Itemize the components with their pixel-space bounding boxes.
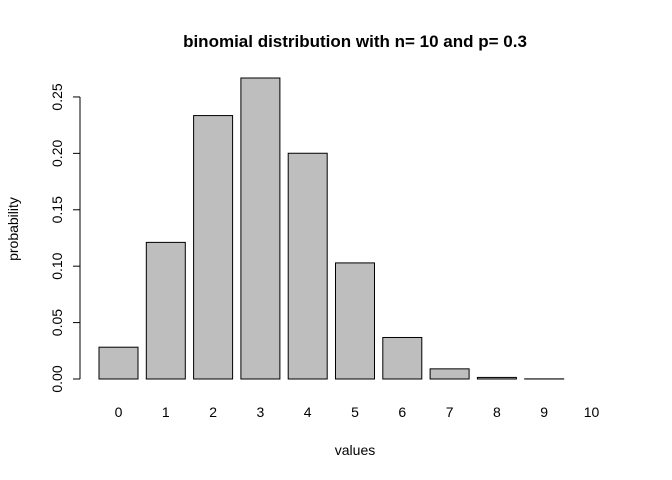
bar-6 <box>382 336 423 380</box>
bars-group <box>98 77 565 380</box>
x-tick-label-2: 2 <box>209 404 217 420</box>
bar-1 <box>145 241 186 380</box>
bar-8 <box>476 376 517 380</box>
y-tick-label-0.15: 0.15 <box>49 196 65 223</box>
x-tick-label-1: 1 <box>162 404 170 420</box>
x-tick-label-6: 6 <box>398 404 406 420</box>
y-tick-label-0.00: 0.00 <box>49 365 65 392</box>
y-tick-label-0.20: 0.20 <box>49 140 65 167</box>
bar-3 <box>240 77 281 380</box>
y-axis: 0.00 0.05 0.10 0.15 0.20 0.25 <box>49 83 81 393</box>
bar-5 <box>335 262 375 380</box>
y-tick-label-0.25: 0.25 <box>49 83 65 110</box>
x-axis-label: values <box>335 442 375 458</box>
x-tick-label-10: 10 <box>584 404 600 420</box>
x-tick-labels: 0 1 2 3 4 5 6 7 8 9 10 <box>115 404 600 420</box>
bar-2 <box>193 115 234 380</box>
x-tick-label-5: 5 <box>351 404 359 420</box>
x-tick-label-0: 0 <box>115 404 123 420</box>
x-tick-label-9: 9 <box>540 404 548 420</box>
bar-7 <box>429 368 470 380</box>
y-tick-label-0.05: 0.05 <box>49 309 65 336</box>
x-tick-label-7: 7 <box>446 404 454 420</box>
x-tick-label-4: 4 <box>304 404 312 420</box>
x-tick-label-8: 8 <box>493 404 501 420</box>
y-tick-label-0.10: 0.10 <box>49 252 65 279</box>
chart-title: binomial distribution with n= 10 and p= … <box>183 32 527 51</box>
bar-4 <box>287 152 328 380</box>
x-tick-label-3: 3 <box>257 404 265 420</box>
y-axis-label: probability <box>5 197 21 261</box>
bar-0 <box>98 346 139 380</box>
